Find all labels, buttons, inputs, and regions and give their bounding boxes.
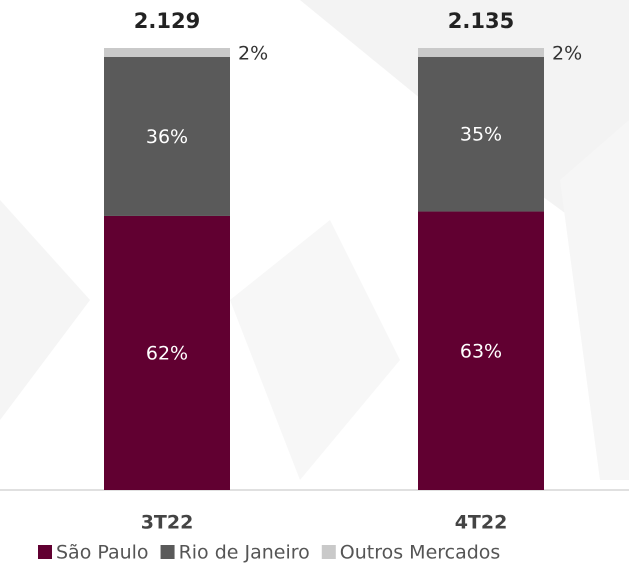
bar-segment — [418, 48, 544, 57]
bar-segment — [104, 56, 230, 216]
total-label: 2.129 — [134, 9, 200, 33]
data-label: 35% — [460, 124, 502, 146]
data-label: 63% — [460, 340, 502, 362]
bar-segment — [418, 211, 544, 491]
bar-segment — [104, 215, 230, 490]
data-label: 36% — [146, 126, 188, 148]
legend-label: São Paulo — [56, 542, 149, 564]
data-label: 2% — [552, 43, 582, 65]
bar-segment — [104, 48, 230, 57]
legend-label: Outros Mercados — [340, 542, 501, 564]
legend-label: Rio de Janeiro — [179, 542, 310, 564]
category-label: 4T22 — [455, 512, 508, 534]
total-label: 2.135 — [448, 9, 514, 33]
data-label: 62% — [146, 342, 188, 364]
bar-segment — [418, 56, 544, 212]
data-label: 2% — [238, 43, 268, 65]
legend-swatch — [38, 545, 52, 559]
bg-shape — [560, 120, 629, 480]
legend-swatch — [321, 545, 336, 559]
bg-shape — [0, 200, 90, 420]
category-label: 3T22 — [141, 512, 194, 534]
legend-swatch — [160, 545, 175, 559]
bg-shape — [230, 220, 400, 480]
